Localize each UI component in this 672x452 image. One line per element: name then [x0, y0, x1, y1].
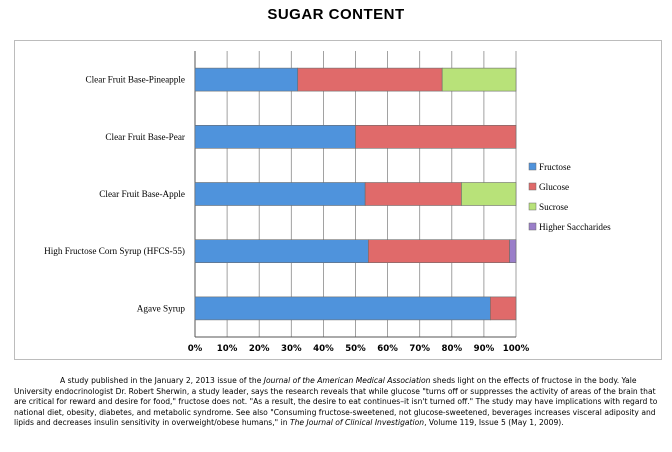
legend-swatch-fructose [528, 162, 537, 171]
bar-segment-glucose [364, 182, 462, 206]
chart-area: 0% 10% 20% 30% 40% 50% 60% 70% 80% 90% 100% Clear F… [14, 40, 662, 360]
y-category-label: Clear Fruit Base-Pear [105, 132, 185, 142]
bar-segment-glucose [297, 67, 443, 92]
x-tick-label: 0% [188, 344, 203, 354]
bar-segment-glucose [368, 239, 510, 263]
bar-segment-fructose [194, 182, 366, 206]
legend-label-fructose: Fructose [539, 162, 571, 172]
caption-journal-1: Journal of the American Medical Associat… [263, 376, 431, 385]
bar-segment-glucose [490, 296, 517, 321]
legend-swatch-sucrose [528, 202, 537, 211]
x-tick-label: 80% [442, 344, 463, 354]
x-tick-label: 70% [409, 344, 430, 354]
y-category-label: High Fructose Corn Syrup (HFCS-55) [44, 246, 185, 256]
caption-part-3: , Volume 119, Issue 5 (May 1, 2009). [424, 418, 564, 428]
y-category-label: Clear Fruit Base-Apple [99, 189, 185, 199]
caption-text: A study published in the January 2, 2013… [14, 376, 666, 429]
bar-segment-higher-saccharides [509, 239, 517, 263]
bar-segment-sucrose [461, 182, 517, 206]
y-category-label: Clear Fruit Base-Pineapple [85, 75, 185, 85]
bar-segment-glucose [355, 125, 517, 149]
x-tick-label: 50% [345, 344, 366, 354]
caption-part-1: A study published in the January 2, 2013… [60, 376, 264, 385]
x-tick-label: 60% [377, 344, 398, 354]
y-category-label: Agave Syrup [137, 303, 186, 313]
x-tick-label: 100% [503, 344, 530, 354]
bar-segment-fructose [194, 239, 369, 263]
legend-label-higher-saccharides: Higher Saccharides [539, 222, 611, 232]
legend-swatch-higher-saccharides [528, 222, 537, 231]
x-tick-label: 90% [474, 344, 495, 354]
legend-swatch-glucose [528, 182, 537, 191]
chart-svg: 0% 10% 20% 30% 40% 50% 60% 70% 80% 90% 100% Clear F… [44, 51, 611, 354]
x-tick-label: 40% [313, 344, 334, 354]
caption-journal-2: The Journal of Clinical Investigation [289, 418, 425, 428]
legend-label-glucose: Glucose [539, 182, 569, 192]
x-tick-label: 30% [281, 344, 302, 354]
x-tick-label: 10% [217, 344, 238, 354]
legend-label-sucrose: Sucrose [539, 202, 568, 212]
caption-part-2: sheds light on the effects of fructose i… [14, 376, 658, 428]
chart-title: SUGAR CONTENT [267, 6, 405, 23]
bar-segment-fructose [194, 67, 299, 92]
bar-segment-fructose [194, 296, 491, 321]
bar-segment-fructose [194, 125, 356, 149]
bar-segment-sucrose [441, 67, 517, 92]
x-tick-label: 20% [249, 344, 270, 354]
